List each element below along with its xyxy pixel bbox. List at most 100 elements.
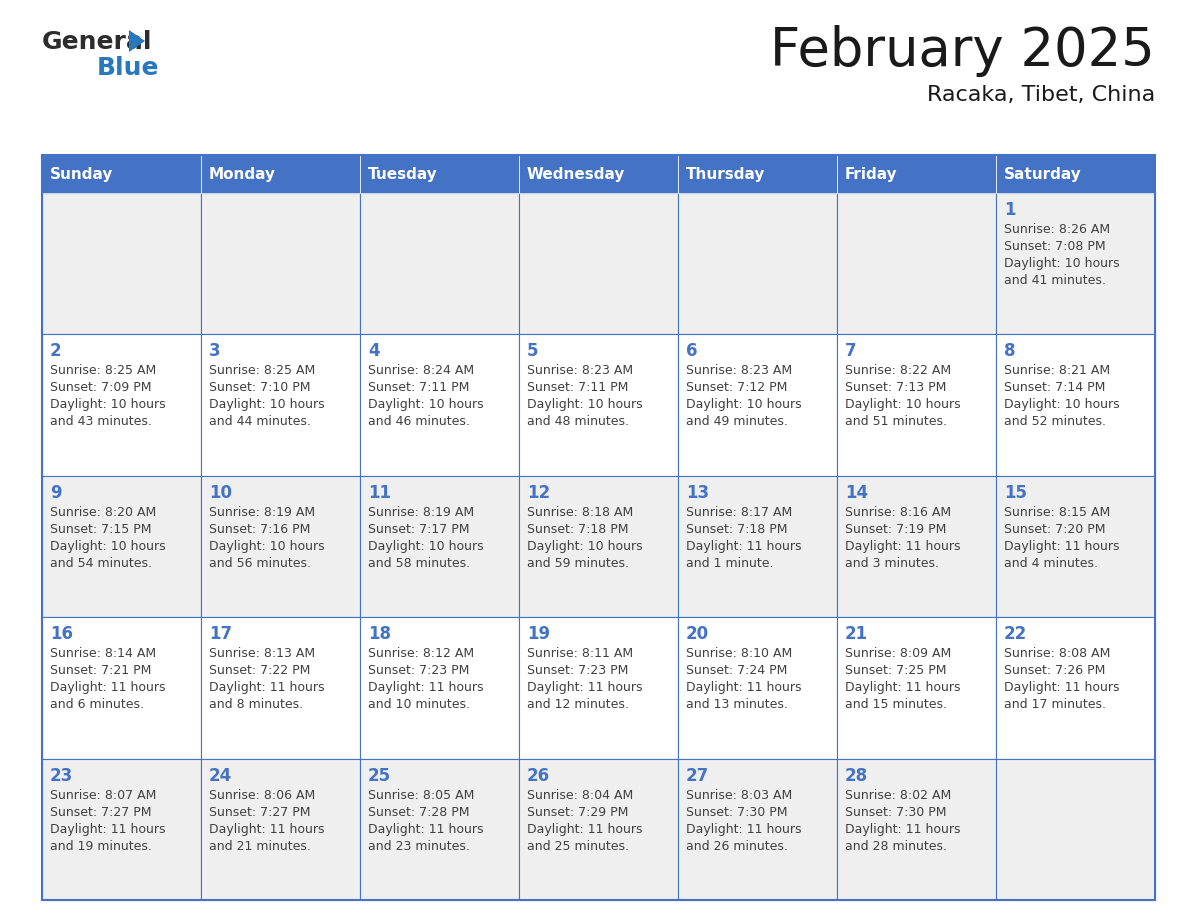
Text: Sunset: 7:18 PM: Sunset: 7:18 PM [527, 522, 628, 536]
Bar [360, 758, 519, 900]
Bar [42, 617, 201, 758]
Text: Daylight: 10 hours: Daylight: 10 hours [50, 540, 165, 553]
Bar [678, 155, 838, 193]
Text: Blue: Blue [97, 56, 159, 80]
Text: Sunset: 7:12 PM: Sunset: 7:12 PM [685, 381, 788, 395]
Text: Daylight: 11 hours: Daylight: 11 hours [50, 681, 165, 694]
Bar [42, 155, 201, 193]
Text: and 26 minutes.: and 26 minutes. [685, 840, 788, 853]
Text: Sunset: 7:11 PM: Sunset: 7:11 PM [368, 381, 469, 395]
Text: 15: 15 [1004, 484, 1026, 502]
Text: Monday: Monday [209, 166, 276, 182]
Text: Sunset: 7:14 PM: Sunset: 7:14 PM [1004, 381, 1105, 395]
Text: Thursday: Thursday [685, 166, 765, 182]
Text: Daylight: 11 hours: Daylight: 11 hours [845, 681, 961, 694]
Bar [678, 334, 838, 476]
Bar [996, 155, 1155, 193]
Text: Daylight: 10 hours: Daylight: 10 hours [527, 540, 643, 553]
Bar [996, 334, 1155, 476]
Text: Daylight: 10 hours: Daylight: 10 hours [1004, 257, 1119, 270]
Bar [678, 758, 838, 900]
Text: Sunset: 7:08 PM: Sunset: 7:08 PM [1004, 240, 1106, 253]
Text: 24: 24 [209, 767, 232, 785]
Text: and 3 minutes.: and 3 minutes. [845, 557, 939, 570]
Text: Daylight: 11 hours: Daylight: 11 hours [50, 823, 165, 835]
Text: Sunrise: 8:04 AM: Sunrise: 8:04 AM [527, 789, 633, 801]
Text: Sunset: 7:21 PM: Sunset: 7:21 PM [50, 665, 151, 677]
Bar [519, 155, 678, 193]
Text: Wednesday: Wednesday [527, 166, 625, 182]
Text: Sunrise: 8:25 AM: Sunrise: 8:25 AM [209, 364, 315, 377]
Text: Sunrise: 8:19 AM: Sunrise: 8:19 AM [209, 506, 315, 519]
Text: Sunrise: 8:07 AM: Sunrise: 8:07 AM [50, 789, 157, 801]
Text: Daylight: 11 hours: Daylight: 11 hours [209, 823, 324, 835]
Text: Sunset: 7:15 PM: Sunset: 7:15 PM [50, 522, 152, 536]
Text: and 54 minutes.: and 54 minutes. [50, 557, 152, 570]
Text: 8: 8 [1004, 342, 1016, 361]
Text: and 10 minutes.: and 10 minutes. [368, 699, 470, 711]
Text: Sunrise: 8:16 AM: Sunrise: 8:16 AM [845, 506, 952, 519]
Text: 13: 13 [685, 484, 709, 502]
Text: Sunrise: 8:26 AM: Sunrise: 8:26 AM [1004, 223, 1110, 236]
Bar [42, 193, 201, 334]
Bar [201, 193, 360, 334]
Text: Daylight: 10 hours: Daylight: 10 hours [845, 398, 961, 411]
Text: Sunrise: 8:22 AM: Sunrise: 8:22 AM [845, 364, 952, 377]
Text: Sunrise: 8:08 AM: Sunrise: 8:08 AM [1004, 647, 1111, 660]
Bar [838, 334, 996, 476]
Text: Daylight: 11 hours: Daylight: 11 hours [685, 681, 802, 694]
Text: and 58 minutes.: and 58 minutes. [368, 557, 470, 570]
Text: Sunset: 7:28 PM: Sunset: 7:28 PM [368, 806, 469, 819]
Bar [678, 617, 838, 758]
Text: Sunset: 7:09 PM: Sunset: 7:09 PM [50, 381, 152, 395]
Bar [838, 193, 996, 334]
Text: Daylight: 10 hours: Daylight: 10 hours [50, 398, 165, 411]
Text: Sunrise: 8:25 AM: Sunrise: 8:25 AM [50, 364, 157, 377]
Text: 20: 20 [685, 625, 709, 644]
Text: 28: 28 [845, 767, 868, 785]
Bar [838, 155, 996, 193]
Bar [838, 758, 996, 900]
Text: Sunset: 7:17 PM: Sunset: 7:17 PM [368, 522, 469, 536]
Text: 14: 14 [845, 484, 868, 502]
Bar [519, 758, 678, 900]
Text: Sunrise: 8:11 AM: Sunrise: 8:11 AM [527, 647, 633, 660]
Text: Daylight: 11 hours: Daylight: 11 hours [368, 823, 484, 835]
Text: Sunrise: 8:14 AM: Sunrise: 8:14 AM [50, 647, 156, 660]
Bar [201, 758, 360, 900]
Text: Daylight: 10 hours: Daylight: 10 hours [685, 398, 802, 411]
Text: Daylight: 11 hours: Daylight: 11 hours [1004, 540, 1119, 553]
Bar [996, 476, 1155, 617]
Text: and 12 minutes.: and 12 minutes. [527, 699, 628, 711]
Text: Sunset: 7:25 PM: Sunset: 7:25 PM [845, 665, 947, 677]
Bar [42, 155, 1155, 900]
Text: 11: 11 [368, 484, 391, 502]
Text: Daylight: 10 hours: Daylight: 10 hours [209, 398, 324, 411]
Text: and 1 minute.: and 1 minute. [685, 557, 773, 570]
Text: and 44 minutes.: and 44 minutes. [209, 416, 311, 429]
Text: Sunrise: 8:21 AM: Sunrise: 8:21 AM [1004, 364, 1110, 377]
Bar [360, 155, 519, 193]
Bar [360, 193, 519, 334]
Text: and 46 minutes.: and 46 minutes. [368, 416, 470, 429]
Bar [996, 617, 1155, 758]
Text: Sunrise: 8:17 AM: Sunrise: 8:17 AM [685, 506, 792, 519]
Text: and 48 minutes.: and 48 minutes. [527, 416, 628, 429]
Text: Sunrise: 8:09 AM: Sunrise: 8:09 AM [845, 647, 952, 660]
Text: Sunset: 7:30 PM: Sunset: 7:30 PM [845, 806, 947, 819]
Text: Friday: Friday [845, 166, 898, 182]
Bar [360, 476, 519, 617]
Text: 3: 3 [209, 342, 221, 361]
Text: and 8 minutes.: and 8 minutes. [209, 699, 303, 711]
Bar [996, 193, 1155, 334]
Bar [519, 193, 678, 334]
Text: and 49 minutes.: and 49 minutes. [685, 416, 788, 429]
Text: 23: 23 [50, 767, 74, 785]
Bar [519, 334, 678, 476]
Text: Sunrise: 8:03 AM: Sunrise: 8:03 AM [685, 789, 792, 801]
Text: and 28 minutes.: and 28 minutes. [845, 840, 947, 853]
Bar [519, 617, 678, 758]
Text: 16: 16 [50, 625, 72, 644]
Text: 9: 9 [50, 484, 62, 502]
Text: General: General [42, 30, 152, 54]
